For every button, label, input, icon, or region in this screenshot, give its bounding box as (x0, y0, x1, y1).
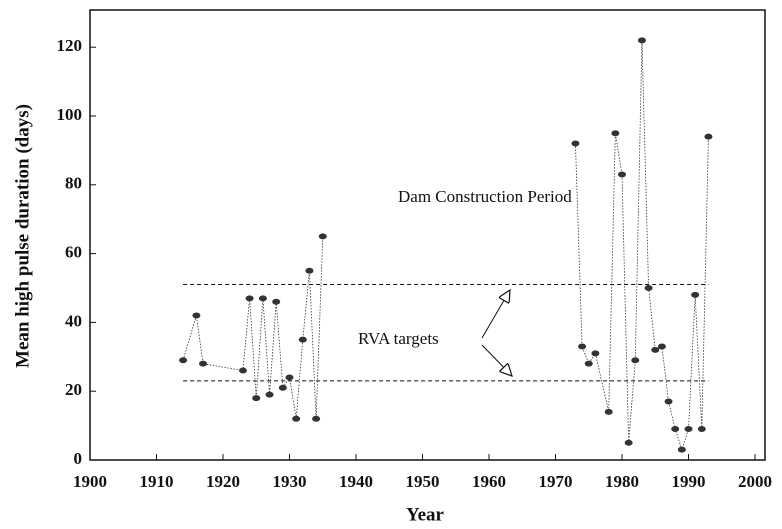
annotation: RVA targets (358, 329, 439, 348)
data-point (578, 343, 587, 350)
data-point (677, 446, 686, 453)
data-point (644, 285, 653, 291)
x-tick-label: 1930 (273, 472, 307, 491)
data-point (611, 130, 620, 137)
data-point (318, 233, 327, 240)
y-tick-label: 80 (65, 174, 82, 193)
data-point (272, 298, 281, 305)
y-tick-label: 40 (65, 311, 82, 330)
y-tick-label: 0 (74, 449, 83, 468)
x-tick-label: 1980 (605, 472, 639, 491)
data-point (704, 133, 713, 140)
data-point (285, 374, 294, 381)
data-point (238, 367, 247, 374)
x-tick-label: 1900 (73, 472, 107, 491)
data-point (604, 408, 613, 415)
data-point (651, 346, 660, 353)
x-tick-label: 1940 (339, 472, 373, 491)
x-tick-label: 1970 (539, 472, 573, 491)
data-point (697, 426, 706, 433)
data-point (179, 357, 188, 364)
y-tick-label: 120 (57, 36, 83, 55)
data-point (192, 312, 201, 319)
data-point (252, 395, 261, 402)
data-point (265, 391, 274, 398)
data-point (624, 439, 633, 446)
arrow (481, 344, 512, 376)
annotation: Dam Construction Period (398, 187, 572, 206)
data-point (618, 171, 626, 178)
data-point (312, 415, 321, 422)
x-tick-label: 2000 (738, 472, 772, 491)
data-point (292, 415, 301, 422)
x-tick-label: 1990 (672, 472, 706, 491)
y-tick-label: 60 (65, 243, 82, 262)
y-tick-label: 20 (65, 380, 82, 399)
data-point (305, 267, 314, 274)
series-line (575, 40, 709, 451)
data-point (691, 291, 700, 298)
series-line (182, 236, 324, 419)
data-point (591, 350, 600, 357)
x-tick-label: 1960 (472, 472, 506, 491)
x-tick-label: 1910 (140, 472, 174, 491)
data-point (584, 360, 593, 367)
data-point (199, 360, 208, 367)
data-point (684, 426, 693, 433)
data-point (298, 336, 307, 343)
data-point (657, 343, 666, 350)
data-point (637, 37, 646, 44)
y-axis-title: Mean high pulse duration (days) (12, 104, 33, 368)
x-tick-label: 1920 (206, 472, 240, 491)
y-tick-label: 100 (57, 105, 83, 124)
data-point (245, 295, 254, 302)
data-point (278, 384, 287, 391)
data-point (571, 140, 580, 147)
x-tick-label: 1950 (406, 472, 440, 491)
data-point (631, 357, 640, 364)
plot-frame (89, 9, 766, 461)
data-point (671, 426, 680, 433)
x-axis-title: Year (406, 504, 445, 525)
data-point (258, 295, 267, 302)
arrow (481, 290, 510, 339)
data-point (664, 398, 673, 405)
